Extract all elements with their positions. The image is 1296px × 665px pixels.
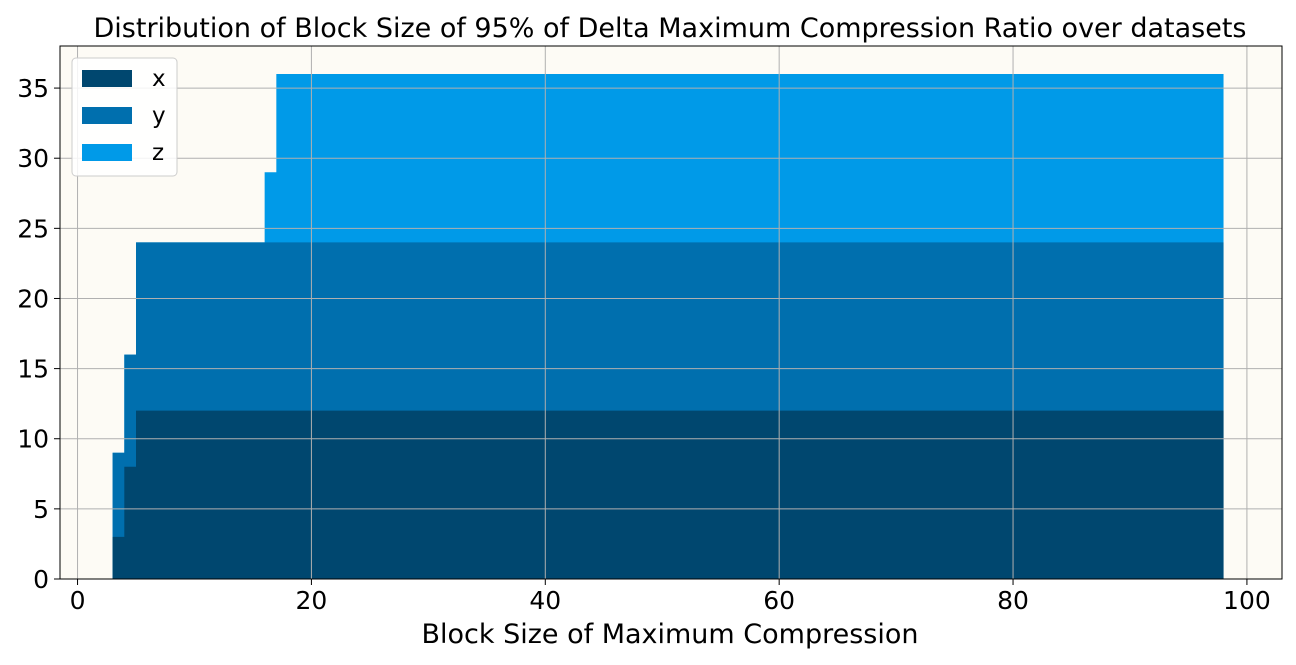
legend-label-z: z [152,140,164,166]
x-tick-label: 40 [529,586,561,615]
legend-swatch-z [82,144,132,161]
y-tick-label: 5 [33,495,49,524]
y-tick-label: 25 [17,214,49,243]
legend-label-x: x [152,66,166,92]
y-tick-label: 30 [17,144,49,173]
x-tick-label: 0 [70,586,86,615]
x-tick-label: 100 [1223,586,1271,615]
series-layer [112,74,1224,580]
x-axis-label: Block Size of Maximum Compression [421,619,918,650]
plot-frame [59,45,1283,580]
legend-swatch-x [82,70,132,87]
series-x-area [112,410,1224,579]
legend-swatch-y [82,107,132,124]
y-tick-label: 0 [33,565,49,594]
y-tick-label: 15 [17,355,49,384]
legend-label-y: y [152,103,166,129]
ticks-layer: 0 20 40 60 80 100 0 5 10 15 20 25 30 35 [17,74,1271,615]
y-tick-label: 35 [17,74,49,103]
x-tick-label: 60 [763,586,795,615]
y-tick-label: 10 [17,425,49,454]
x-tick-label: 80 [997,586,1029,615]
chart-title: Distribution of Block Size of 95% of Del… [94,13,1247,44]
x-tick-label: 20 [296,586,328,615]
y-tick-label: 20 [17,284,49,313]
legend: xyz [71,57,178,177]
